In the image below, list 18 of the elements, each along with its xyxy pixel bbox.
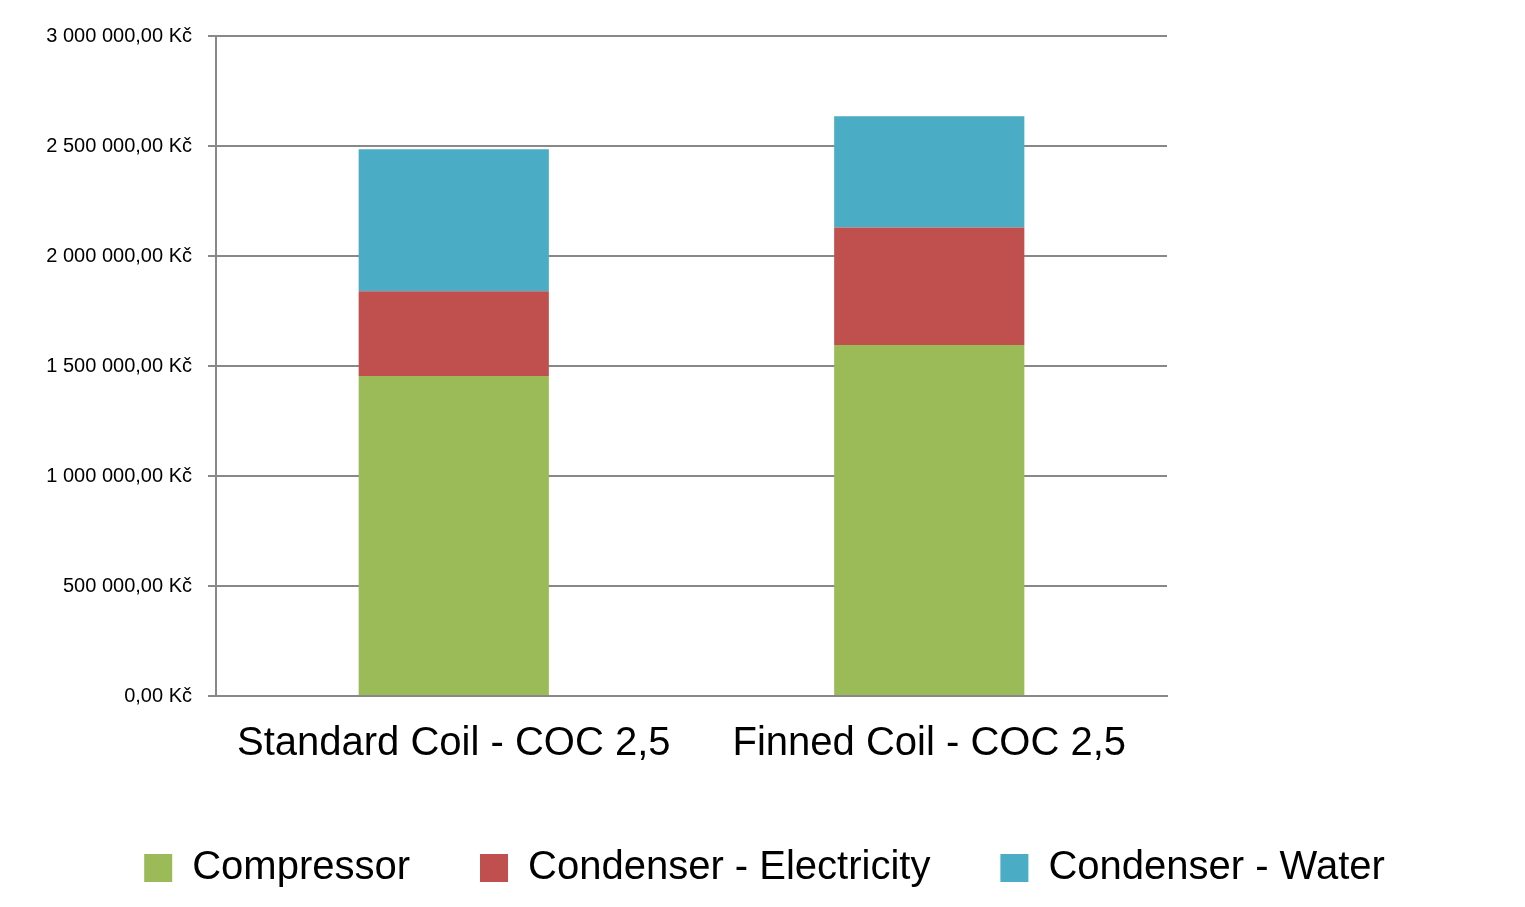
x-tick-label: Finned Coil - COC 2,5 bbox=[732, 719, 1126, 764]
legend-label: Condenser - Water bbox=[1048, 843, 1385, 888]
x-tick-label: Standard Coil - COC 2,5 bbox=[236, 719, 671, 764]
y-tick-label: 1 000 000,00 Kč bbox=[46, 463, 192, 486]
y-tick-label: 0,00 Kč bbox=[124, 683, 192, 706]
legend-label: Compressor bbox=[192, 843, 411, 888]
y-tick-label: 500 000,00 Kč bbox=[63, 573, 192, 596]
legend-label: Condenser - Electricity bbox=[528, 843, 931, 888]
bar bbox=[358, 149, 549, 292]
bar bbox=[834, 116, 1025, 228]
bar bbox=[834, 345, 1025, 695]
bar bbox=[358, 375, 549, 695]
bar bbox=[834, 227, 1025, 346]
bar bbox=[358, 291, 549, 376]
y-tick-label: 2 500 000,00 Kč bbox=[46, 133, 192, 156]
y-tick-label: 2 000 000,00 Kč bbox=[46, 243, 192, 266]
y-tick-label: 3 000 000,00 Kč bbox=[46, 23, 192, 46]
y-tick-label: 1 500 000,00 Kč bbox=[46, 353, 192, 376]
